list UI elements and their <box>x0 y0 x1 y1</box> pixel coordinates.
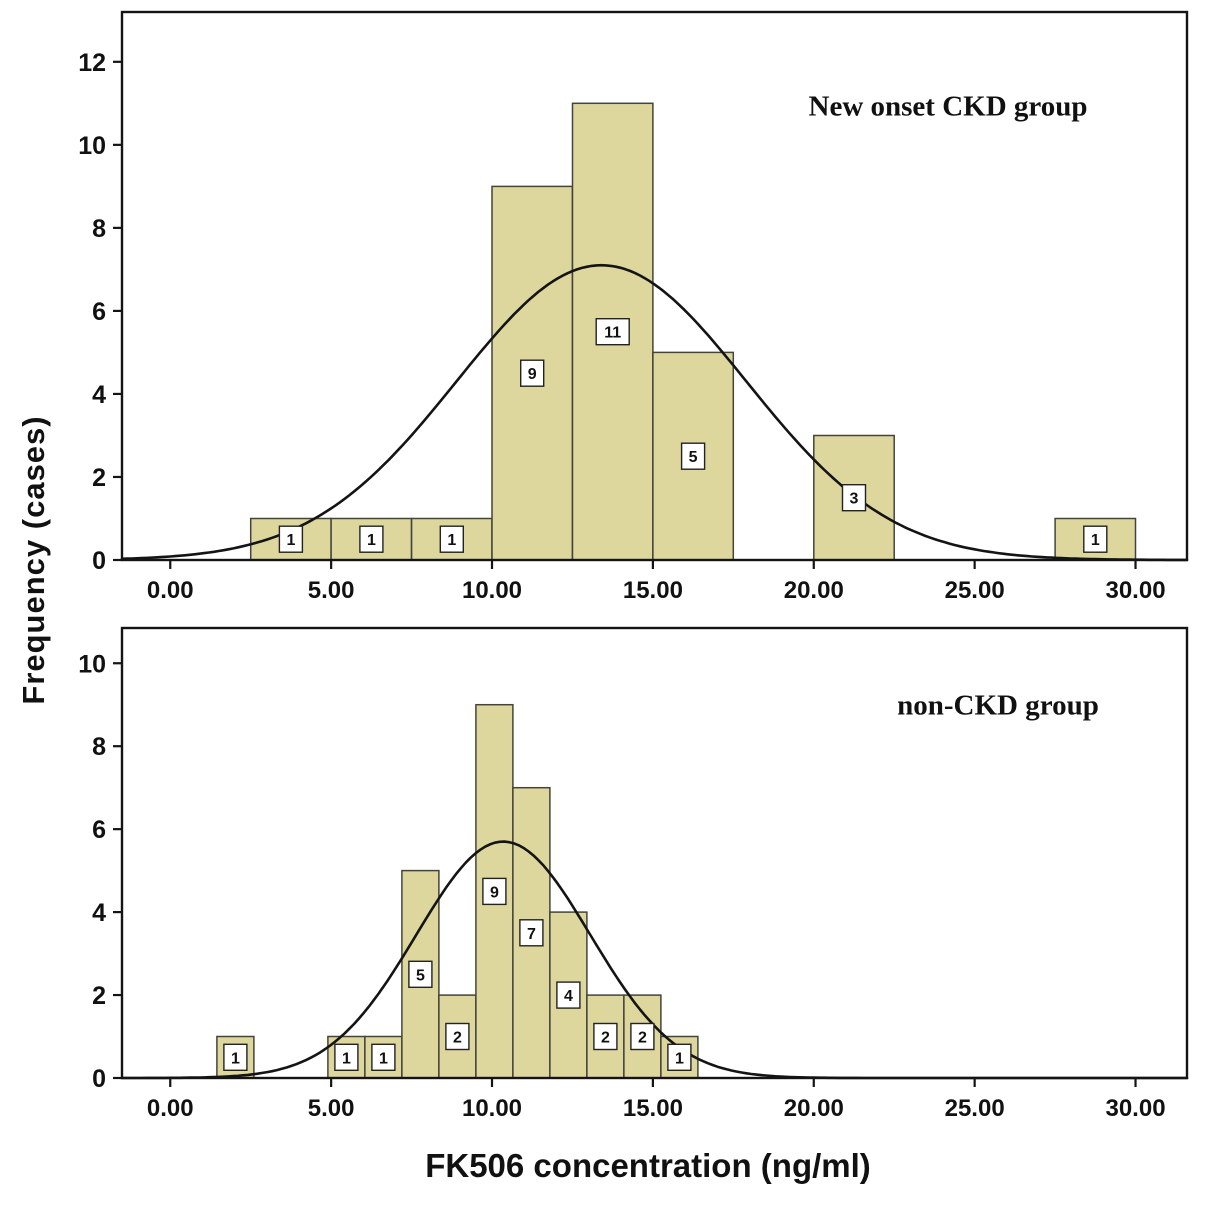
y-tick-label: 10 <box>78 650 106 678</box>
bar-count-box <box>556 981 581 1009</box>
bar-count-box <box>595 318 630 346</box>
bar-count-box <box>593 1022 618 1051</box>
bar-count-box <box>278 525 304 553</box>
bar-count-box <box>223 1043 248 1072</box>
bar-count-label: 3 <box>850 491 859 508</box>
bar-count-label: 1 <box>231 1050 240 1067</box>
annotation-new-onset-ckd-group: New onset CKD group <box>808 90 1088 123</box>
y-tick-label: 4 <box>92 381 106 409</box>
bar-count-label: 1 <box>367 532 376 549</box>
bar-count-label: 9 <box>528 366 537 383</box>
x-tick-label: 25.00 <box>945 1095 1005 1122</box>
bar-count-box <box>359 525 384 553</box>
x-tick-label: 10.00 <box>462 1095 522 1122</box>
y-tick-label: 6 <box>92 816 106 844</box>
x-tick-label: 20.00 <box>784 1095 844 1122</box>
bar-count-box <box>841 484 867 512</box>
y-tick-label: 10 <box>78 132 106 160</box>
y-tick-label: 0 <box>92 1065 106 1093</box>
bar-count-label: 1 <box>286 532 295 549</box>
bar-count-label: 1 <box>379 1050 388 1067</box>
x-tick-label: 0.00 <box>147 1095 194 1122</box>
bar-count-box <box>520 359 545 387</box>
bar-count-label: 4 <box>564 988 573 1005</box>
y-tick-label: 0 <box>92 547 106 575</box>
y-tick-label: 6 <box>92 298 106 326</box>
bar-count-box <box>439 525 464 553</box>
x-axis-title: FK506 concentration (ng/ml) <box>425 1147 871 1184</box>
x-tick-label: 0.00 <box>147 577 194 604</box>
y-tick-label: 8 <box>92 733 106 761</box>
bar-count-box <box>519 919 544 947</box>
bar-count-label: 2 <box>453 1030 462 1047</box>
x-tick-label: 15.00 <box>623 577 683 604</box>
x-tick-label: 5.00 <box>308 577 355 604</box>
bar-count-label: 7 <box>527 926 536 943</box>
bar-count-label: 1 <box>675 1050 684 1067</box>
y-axis-title: Frequency (cases) <box>16 415 51 705</box>
bar-count-box <box>667 1043 692 1072</box>
x-tick-label: 30.00 <box>1105 577 1165 604</box>
bar-count-box <box>445 1022 470 1051</box>
y-tick-label: 12 <box>78 49 106 77</box>
bar-count-label: 2 <box>601 1030 610 1047</box>
bar-count-label: 9 <box>490 884 499 901</box>
bar-count-box <box>334 1043 359 1072</box>
bar-count-label: 1 <box>1091 532 1100 549</box>
y-tick-label: 8 <box>92 215 106 243</box>
bar-count-label: 5 <box>689 449 698 466</box>
bar-count-box <box>482 877 507 906</box>
panel-border <box>120 10 1189 562</box>
bar-count-label: 5 <box>416 967 425 984</box>
x-tick-label: 30.00 <box>1105 1095 1165 1122</box>
bar-count-box <box>408 960 433 988</box>
bar-count-box <box>630 1022 655 1051</box>
x-tick-label: 20.00 <box>784 577 844 604</box>
x-tick-label: 25.00 <box>945 577 1005 604</box>
bar-count-label: 11 <box>604 325 621 342</box>
bar-count-box <box>1083 525 1108 553</box>
x-tick-label: 10.00 <box>462 577 522 604</box>
bar-count-label: 2 <box>638 1030 647 1047</box>
x-tick-label: 5.00 <box>308 1095 355 1122</box>
bar-count-box <box>371 1043 396 1072</box>
y-tick-label: 4 <box>92 899 106 927</box>
y-tick-label: 2 <box>92 982 106 1010</box>
bar-count-label: 1 <box>342 1050 351 1067</box>
histogram-bar <box>1054 517 1137 561</box>
bar-count-box <box>680 442 706 470</box>
bar-count-label: 1 <box>447 532 456 549</box>
annotation-non-ckd-group: non-CKD group <box>897 689 1099 722</box>
x-tick-label: 15.00 <box>623 1095 683 1122</box>
panel-border <box>120 626 1189 1080</box>
y-tick-label: 2 <box>92 464 106 492</box>
